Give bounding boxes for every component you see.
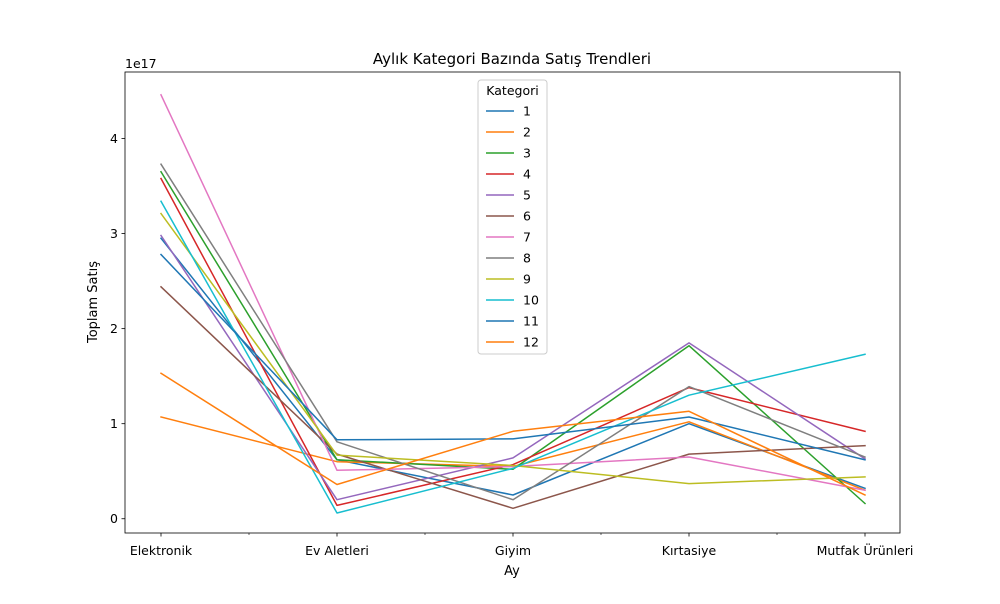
y-axis-label: Toplam Satış bbox=[86, 261, 101, 344]
series-line-4 bbox=[159, 177, 866, 507]
series-line-2 bbox=[160, 416, 866, 492]
y-tick-label: 1 bbox=[110, 416, 118, 431]
legend-label-4: 4 bbox=[523, 167, 531, 182]
x-tick-label: Ev Aletleri bbox=[305, 543, 369, 558]
legend-label-2: 2 bbox=[523, 125, 531, 140]
series-layer bbox=[159, 93, 867, 514]
series-line-9 bbox=[159, 212, 866, 485]
series-line-7 bbox=[160, 93, 866, 492]
legend-label-5: 5 bbox=[523, 188, 531, 203]
legend-label-10: 10 bbox=[523, 293, 539, 308]
x-tick-label: Giyim bbox=[495, 543, 531, 558]
y-tick-label: 0 bbox=[110, 511, 118, 526]
legend-label-9: 9 bbox=[523, 272, 531, 287]
series-line-6 bbox=[159, 285, 866, 510]
legend-label-7: 7 bbox=[523, 230, 531, 245]
y-tick-label: 4 bbox=[110, 131, 118, 146]
series-line-11 bbox=[159, 253, 866, 461]
legend-label-3: 3 bbox=[523, 146, 531, 161]
x-tick-label: Elektronik bbox=[130, 543, 193, 558]
legend-label-1: 1 bbox=[523, 104, 531, 119]
y-tick-label: 2 bbox=[110, 321, 118, 336]
legend-label-8: 8 bbox=[523, 251, 531, 266]
series-line-10 bbox=[159, 200, 866, 514]
x-tick-label: Kırtasiye bbox=[662, 543, 717, 558]
legend-label-12: 12 bbox=[523, 335, 539, 350]
legend-label-11: 11 bbox=[523, 314, 539, 329]
chart-title: Aylık Kategori Bazında Satış Trendleri bbox=[373, 50, 651, 68]
legend-label-6: 6 bbox=[523, 209, 531, 224]
plot-frame bbox=[124, 71, 901, 534]
x-axis-label: Ay bbox=[504, 564, 520, 579]
y-axis-offset-label: 1e17 bbox=[125, 56, 157, 71]
series-line-8 bbox=[159, 163, 866, 501]
series-line-3 bbox=[159, 170, 867, 505]
legend-title: Kategori bbox=[486, 83, 538, 98]
legend-box bbox=[477, 79, 548, 355]
y-tick-label: 3 bbox=[110, 226, 118, 241]
x-tick-label: Mutfak Ürünleri bbox=[817, 542, 914, 558]
series-line-12 bbox=[159, 372, 866, 496]
